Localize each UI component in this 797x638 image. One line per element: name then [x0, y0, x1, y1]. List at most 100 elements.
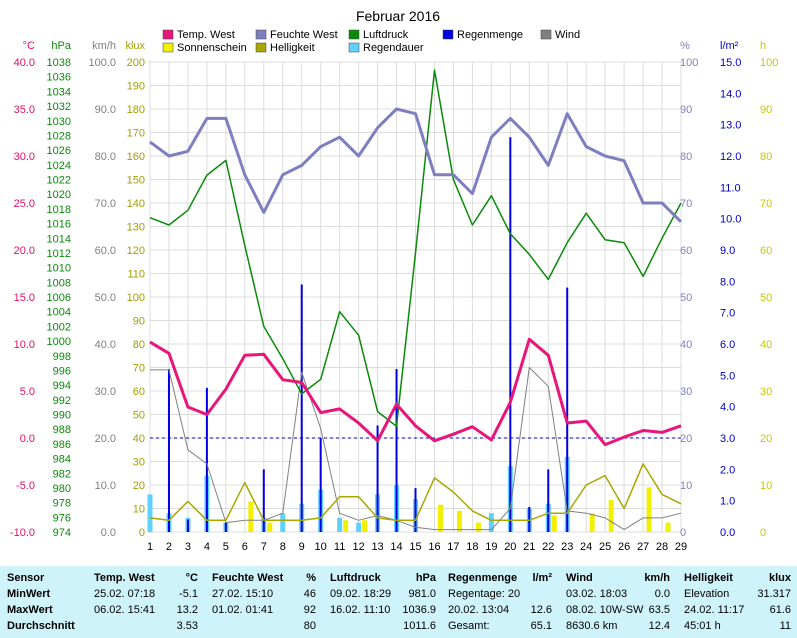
axis-tick-label: 1008	[47, 277, 71, 289]
axis-tick-label: 10	[680, 480, 692, 492]
stats-wind-r1-val: 0.0	[654, 588, 670, 600]
bar-sonnenschein	[665, 522, 671, 532]
axis-tick-label: 974	[53, 527, 71, 539]
stats-wind: Wind km/h 03.02. 18:03 0.0 08.02. 10W-SW…	[562, 566, 676, 638]
axis-tick-label: 10	[133, 504, 145, 516]
axis-tick-label: 980	[53, 483, 71, 495]
legend-label: Sonnenschein	[177, 42, 247, 54]
axis-tick-label: 994	[53, 380, 71, 392]
bar-sonnenschein	[456, 510, 462, 532]
axis-tick-label: 60	[680, 245, 692, 257]
axis-tick-label: 1010	[47, 263, 71, 275]
stats-feuchte-title: Feuchte West	[212, 572, 284, 584]
axis-tick-label: 15.0	[14, 292, 35, 304]
bar-regenmenge	[528, 506, 531, 532]
axis-tick-label: 0.0	[20, 433, 35, 445]
axis-tick-label: -5.0	[16, 480, 35, 492]
axis-tick-label: 0	[680, 527, 686, 539]
bar-sonnenschein	[343, 520, 349, 532]
legend-label: Wind	[555, 29, 580, 41]
axis-tick-label: 80	[680, 151, 692, 163]
x-tick-label: 10	[315, 541, 327, 553]
legend-swatch	[348, 42, 360, 53]
axis-tick-label: 14.0	[720, 88, 741, 100]
series-line-helligkeit	[149, 463, 682, 522]
x-tick-label: 14	[390, 541, 402, 553]
stats-feuchte-max-val: 92	[303, 604, 316, 616]
stats-wind-title: Wind	[566, 572, 593, 584]
axis-tick-label: 1020	[47, 189, 71, 201]
stats-temp-unit: °C	[185, 572, 198, 584]
axis-tick-label: 80	[133, 339, 145, 351]
stats-luftdruck-min-val: 981.0	[408, 588, 436, 600]
x-tick-label: 15	[409, 541, 421, 553]
axis-tick-label: 976	[53, 512, 71, 524]
legend-label: Luftdruck	[363, 29, 409, 41]
bar-regenmenge	[186, 519, 189, 532]
x-tick-label: 29	[675, 541, 687, 553]
bar-regenmenge	[319, 438, 322, 532]
x-tick-label: 25	[599, 541, 611, 553]
axis-tick-label: 1022	[47, 175, 71, 187]
axis-tick-label: 988	[53, 424, 71, 436]
stats-feuchte-avg-val: 80	[303, 620, 316, 632]
axis-unit-km/h: km/h	[92, 40, 116, 52]
axis-unit-hPa: hPa	[51, 40, 71, 52]
series-line-feuchte-west	[149, 107, 683, 223]
stats-hell-r2: 24.02. 11:17	[684, 604, 745, 616]
stats-row-min: MinWert	[7, 588, 51, 600]
stats-feuchte-min-val: 46	[303, 588, 316, 600]
x-tick-label: 22	[542, 541, 554, 553]
x-axis: 1 2 3 4 5 6 7 8 9 10 11 12 13 14 15 16 17 18 19 20 21 22 23 24 2…	[147, 541, 687, 553]
axis-tick-label: 90	[133, 316, 145, 328]
axis-tick-label: -10.0	[10, 527, 35, 539]
axis-tick-label: 190	[127, 81, 145, 93]
bar-sonnenschein	[362, 520, 368, 532]
stats-regen-r1: Regentage: 20	[448, 588, 521, 600]
x-tick-label: 2	[166, 541, 172, 553]
axis-tick-label: 10	[760, 480, 772, 492]
x-tick-label: 20	[504, 541, 516, 553]
axis-tick-label: 1.0	[720, 496, 735, 508]
axis-tick-label: 70	[680, 198, 692, 210]
x-tick-label: 8	[280, 541, 286, 553]
axis-tick-label: 0	[139, 527, 145, 539]
axis-tick-label: 100	[760, 57, 778, 69]
x-tick-label: 16	[428, 541, 440, 553]
stats-luftdruck: Luftdruck hPa 09.02. 18:29 981.0 16.02. …	[326, 566, 442, 638]
axis-tick-label: 90	[680, 104, 692, 116]
x-tick-label: 7	[261, 541, 267, 553]
axis-unit-h: h	[760, 40, 766, 52]
series-line-luftdruck	[149, 69, 682, 428]
stats-temp: Temp. West °C 25.02. 07:18 -5.1 06.02. 1…	[90, 566, 204, 638]
axis-tick-label: 40	[133, 433, 145, 445]
x-tick-label: 6	[242, 541, 248, 553]
x-tick-label: 21	[523, 541, 535, 553]
legend-label: Regenmenge	[457, 29, 523, 41]
bar-sonnenschein	[475, 522, 481, 532]
axis-tick-label: 90	[760, 104, 772, 116]
stats-hell-title: Helligkeit	[684, 572, 733, 584]
axis-tick-label: 1006	[47, 292, 71, 304]
axis-tick-label: 30	[133, 457, 145, 469]
stats-luftdruck-avg-val: 1011.6	[403, 620, 436, 632]
lines	[149, 69, 683, 531]
stats-wind-r1: 03.02. 18:03	[566, 588, 628, 600]
bar-sonnenschein	[646, 487, 652, 532]
stats-luftdruck-max-val: 1036.9	[402, 604, 436, 616]
axis-tick-label: 100	[127, 292, 145, 304]
stats-sensor: Sensor MinWert MaxWert Durchschnitt	[0, 566, 88, 638]
bar-regenmenge	[509, 137, 512, 532]
stats-temp-max-val: 13.2	[176, 604, 198, 616]
axis-tick-label: 120	[127, 245, 145, 257]
stats-regen-r3-val: 65.1	[530, 620, 552, 632]
axis-tick-label: 1036	[47, 72, 71, 84]
axis-tick-label: 1028	[47, 130, 71, 142]
bar-sonnenschein	[248, 501, 254, 532]
x-tick-label: 28	[656, 541, 668, 553]
stats-temp-avg-val: 3.53	[176, 620, 198, 632]
bar-sonnenschein	[267, 522, 273, 532]
axis-tick-label: 1016	[47, 219, 71, 231]
stats-temp-max-time: 06.02. 15:41	[94, 604, 156, 616]
axis-tick-label: 1004	[47, 307, 71, 319]
